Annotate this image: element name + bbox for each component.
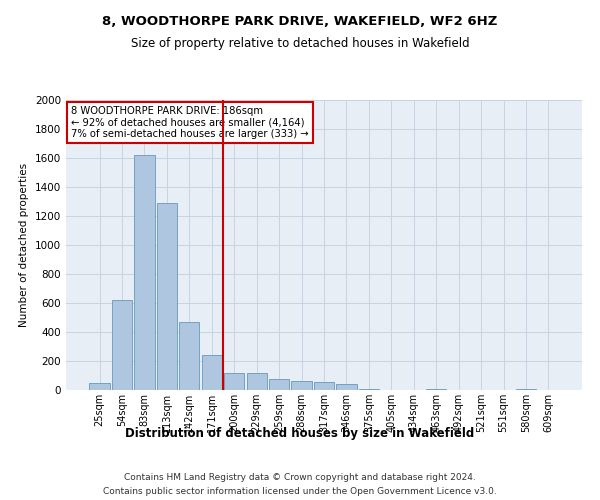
Bar bbox=[426, 389, 446, 390]
Bar bbox=[179, 322, 199, 390]
Bar bbox=[292, 382, 311, 390]
Bar bbox=[112, 300, 132, 390]
Y-axis label: Number of detached properties: Number of detached properties bbox=[19, 163, 29, 327]
Bar bbox=[359, 389, 379, 390]
Text: Contains public sector information licensed under the Open Government Licence v3: Contains public sector information licen… bbox=[103, 488, 497, 496]
Bar bbox=[89, 383, 110, 390]
Bar bbox=[202, 355, 222, 390]
Text: 8 WOODTHORPE PARK DRIVE: 186sqm
← 92% of detached houses are smaller (4,164)
7% : 8 WOODTHORPE PARK DRIVE: 186sqm ← 92% of… bbox=[71, 106, 309, 139]
Bar bbox=[337, 384, 356, 390]
Bar bbox=[516, 389, 536, 390]
Bar bbox=[224, 374, 244, 390]
Bar bbox=[314, 382, 334, 390]
Text: Contains HM Land Registry data © Crown copyright and database right 2024.: Contains HM Land Registry data © Crown c… bbox=[124, 472, 476, 482]
Text: 8, WOODTHORPE PARK DRIVE, WAKEFIELD, WF2 6HZ: 8, WOODTHORPE PARK DRIVE, WAKEFIELD, WF2… bbox=[103, 15, 497, 28]
Text: Size of property relative to detached houses in Wakefield: Size of property relative to detached ho… bbox=[131, 38, 469, 51]
Bar bbox=[134, 155, 155, 390]
Bar bbox=[157, 203, 177, 390]
Bar bbox=[269, 379, 289, 390]
Bar bbox=[247, 374, 267, 390]
Text: Distribution of detached houses by size in Wakefield: Distribution of detached houses by size … bbox=[125, 428, 475, 440]
